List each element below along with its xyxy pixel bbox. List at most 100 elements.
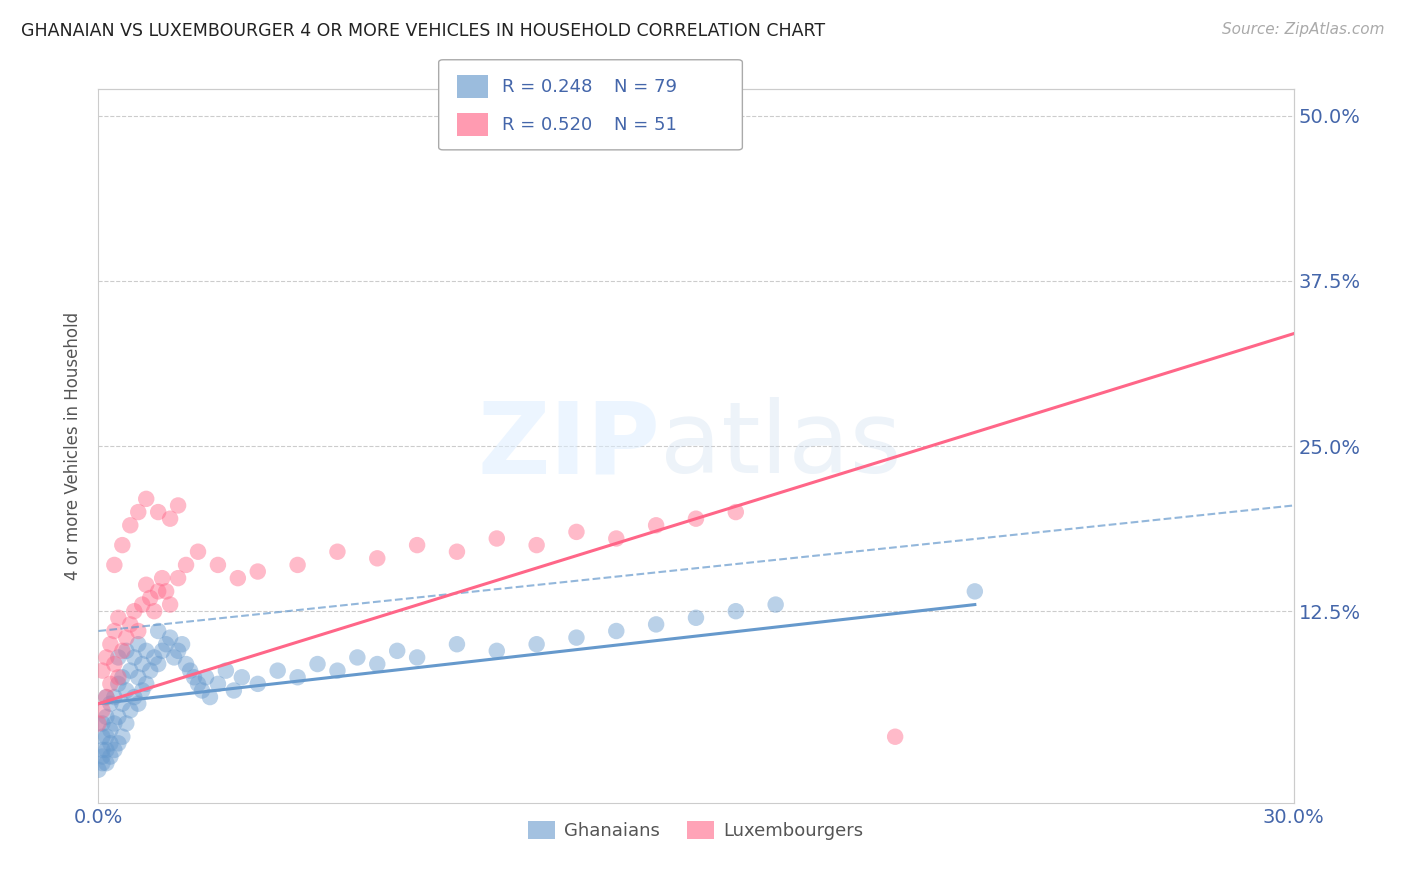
Point: [150, 644, 173, 658]
Point: [605, 624, 627, 638]
Point: [107, 710, 129, 724]
Point: [87, 716, 110, 731]
Point: [724, 604, 747, 618]
Point: [139, 664, 162, 678]
Point: [446, 545, 468, 559]
Point: [246, 677, 269, 691]
Point: [143, 604, 166, 618]
Point: [107, 611, 129, 625]
Point: [150, 571, 173, 585]
Point: [222, 683, 245, 698]
Point: [98, 697, 122, 711]
Point: [565, 524, 588, 539]
Point: [685, 611, 707, 625]
Point: [124, 650, 146, 665]
Point: [91, 730, 114, 744]
Text: R = 0.520: R = 0.520: [502, 116, 592, 134]
Point: [187, 677, 209, 691]
Point: [124, 690, 146, 704]
Point: [96, 730, 118, 744]
Point: [127, 637, 149, 651]
Point: [485, 644, 508, 658]
Point: [135, 491, 157, 506]
Point: [183, 670, 205, 684]
Point: [111, 644, 134, 658]
Point: [179, 664, 201, 678]
Point: [159, 631, 181, 645]
Point: [139, 591, 162, 605]
Point: [98, 736, 122, 750]
Point: [485, 532, 508, 546]
Text: ZIP: ZIP: [477, 398, 661, 494]
Y-axis label: 4 or more Vehicles in Household: 4 or more Vehicles in Household: [65, 312, 83, 580]
Point: [645, 617, 668, 632]
Point: [366, 657, 388, 671]
Point: [91, 749, 114, 764]
Point: [148, 505, 170, 519]
Point: [107, 677, 129, 691]
Point: [326, 545, 349, 559]
Point: [135, 578, 157, 592]
Point: [98, 677, 122, 691]
Point: [103, 716, 125, 731]
Point: [111, 670, 134, 684]
Point: [131, 683, 153, 698]
Point: [115, 716, 138, 731]
Point: [207, 677, 229, 691]
Point: [215, 664, 238, 678]
Point: [174, 558, 197, 572]
Legend: Ghanaians, Luxembourgers: Ghanaians, Luxembourgers: [522, 814, 870, 847]
Point: [111, 730, 134, 744]
Point: [167, 571, 190, 585]
Point: [98, 723, 122, 738]
Point: [605, 532, 627, 546]
Point: [207, 558, 229, 572]
Point: [111, 538, 134, 552]
Point: [167, 499, 190, 513]
Point: [159, 598, 181, 612]
Point: [107, 670, 129, 684]
Point: [96, 690, 118, 704]
Point: [96, 756, 118, 771]
Point: [198, 690, 221, 704]
Point: [163, 650, 186, 665]
Text: R = 0.248: R = 0.248: [502, 78, 592, 95]
Point: [91, 703, 114, 717]
Point: [174, 657, 197, 671]
Point: [131, 598, 153, 612]
Point: [124, 604, 146, 618]
Point: [91, 756, 114, 771]
Point: [526, 637, 548, 651]
Point: [96, 650, 118, 665]
Point: [565, 631, 588, 645]
Point: [446, 637, 468, 651]
Point: [685, 511, 707, 525]
Point: [98, 749, 122, 764]
Point: [191, 683, 214, 698]
Point: [226, 571, 249, 585]
Point: [103, 657, 125, 671]
Point: [127, 505, 149, 519]
Point: [107, 736, 129, 750]
Point: [111, 697, 134, 711]
Point: [765, 598, 787, 612]
Point: [884, 730, 907, 744]
Point: [120, 664, 142, 678]
Point: [96, 690, 118, 704]
Point: [724, 505, 747, 519]
Point: [526, 538, 548, 552]
Point: [96, 743, 118, 757]
Point: [195, 670, 218, 684]
Point: [148, 657, 170, 671]
Point: [172, 637, 194, 651]
Point: [98, 637, 122, 651]
Point: [187, 545, 209, 559]
Text: atlas: atlas: [661, 398, 901, 494]
Text: N = 79: N = 79: [614, 78, 678, 95]
Point: [115, 644, 138, 658]
Point: [287, 558, 309, 572]
Point: [287, 670, 309, 684]
Point: [346, 650, 368, 665]
Point: [127, 697, 149, 711]
Point: [127, 670, 149, 684]
